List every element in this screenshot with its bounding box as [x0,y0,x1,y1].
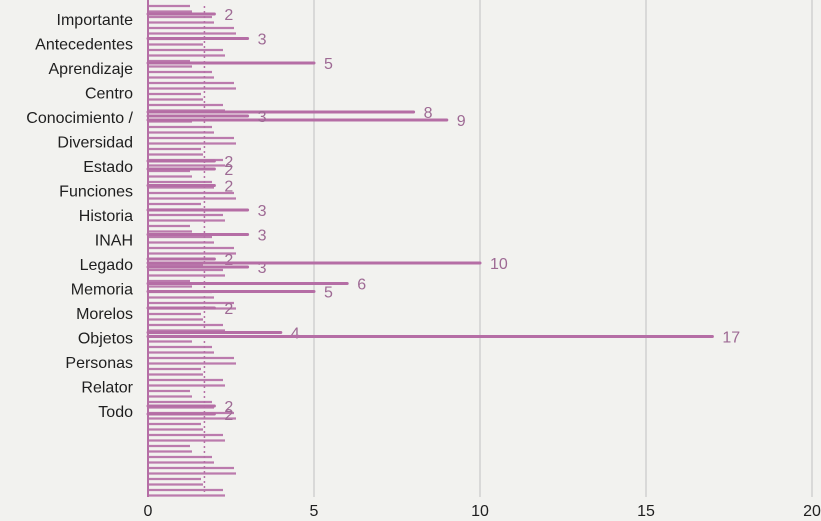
category-label: Aprendizaje [49,61,134,78]
x-tick-label: 15 [637,503,655,520]
category-label: Memoria [71,282,133,299]
data-label: 3 [258,109,267,126]
data-label: 2 [224,301,233,318]
data-label: 3 [258,228,267,245]
data-label: 3 [258,260,267,277]
data-label: 8 [424,105,433,122]
x-tick-label: 20 [803,503,821,520]
data-label: 2 [224,154,233,171]
data-label: 5 [324,56,333,73]
category-label: Conocimiento / [26,110,133,127]
data-label: 2 [224,399,233,416]
data-label: 2 [224,252,233,269]
data-label: 2 [224,179,233,196]
category-label: Todo [98,404,133,421]
x-tick-label: 10 [471,503,489,520]
category-label: Objetos [78,331,133,348]
category-label: Diversidad [57,135,133,152]
category-label: Antecedentes [35,37,133,54]
category-label: Legado [80,257,133,274]
category-label: Funciones [59,184,133,201]
x-tick-label: 0 [144,503,153,520]
data-label: 2 [224,162,233,179]
category-label: Centro [85,86,133,103]
data-label: 10 [490,256,508,273]
x-tick-label: 5 [310,503,319,520]
data-label: 5 [324,285,333,302]
category-label: INAH [95,233,133,250]
category-label: Importante [57,12,134,29]
category-label: Relator [81,380,133,397]
data-label: 4 [291,326,300,343]
data-label: 9 [457,113,466,130]
data-label: 17 [722,330,740,347]
data-label: 2 [224,407,233,424]
data-label: 6 [357,277,366,294]
category-label: Estado [83,159,133,176]
category-label: Historia [79,208,133,225]
category-label: Personas [65,355,133,372]
category-label: Morelos [76,306,133,323]
data-label: 3 [258,203,267,220]
data-label: 3 [258,32,267,49]
data-label: 2 [224,7,233,24]
